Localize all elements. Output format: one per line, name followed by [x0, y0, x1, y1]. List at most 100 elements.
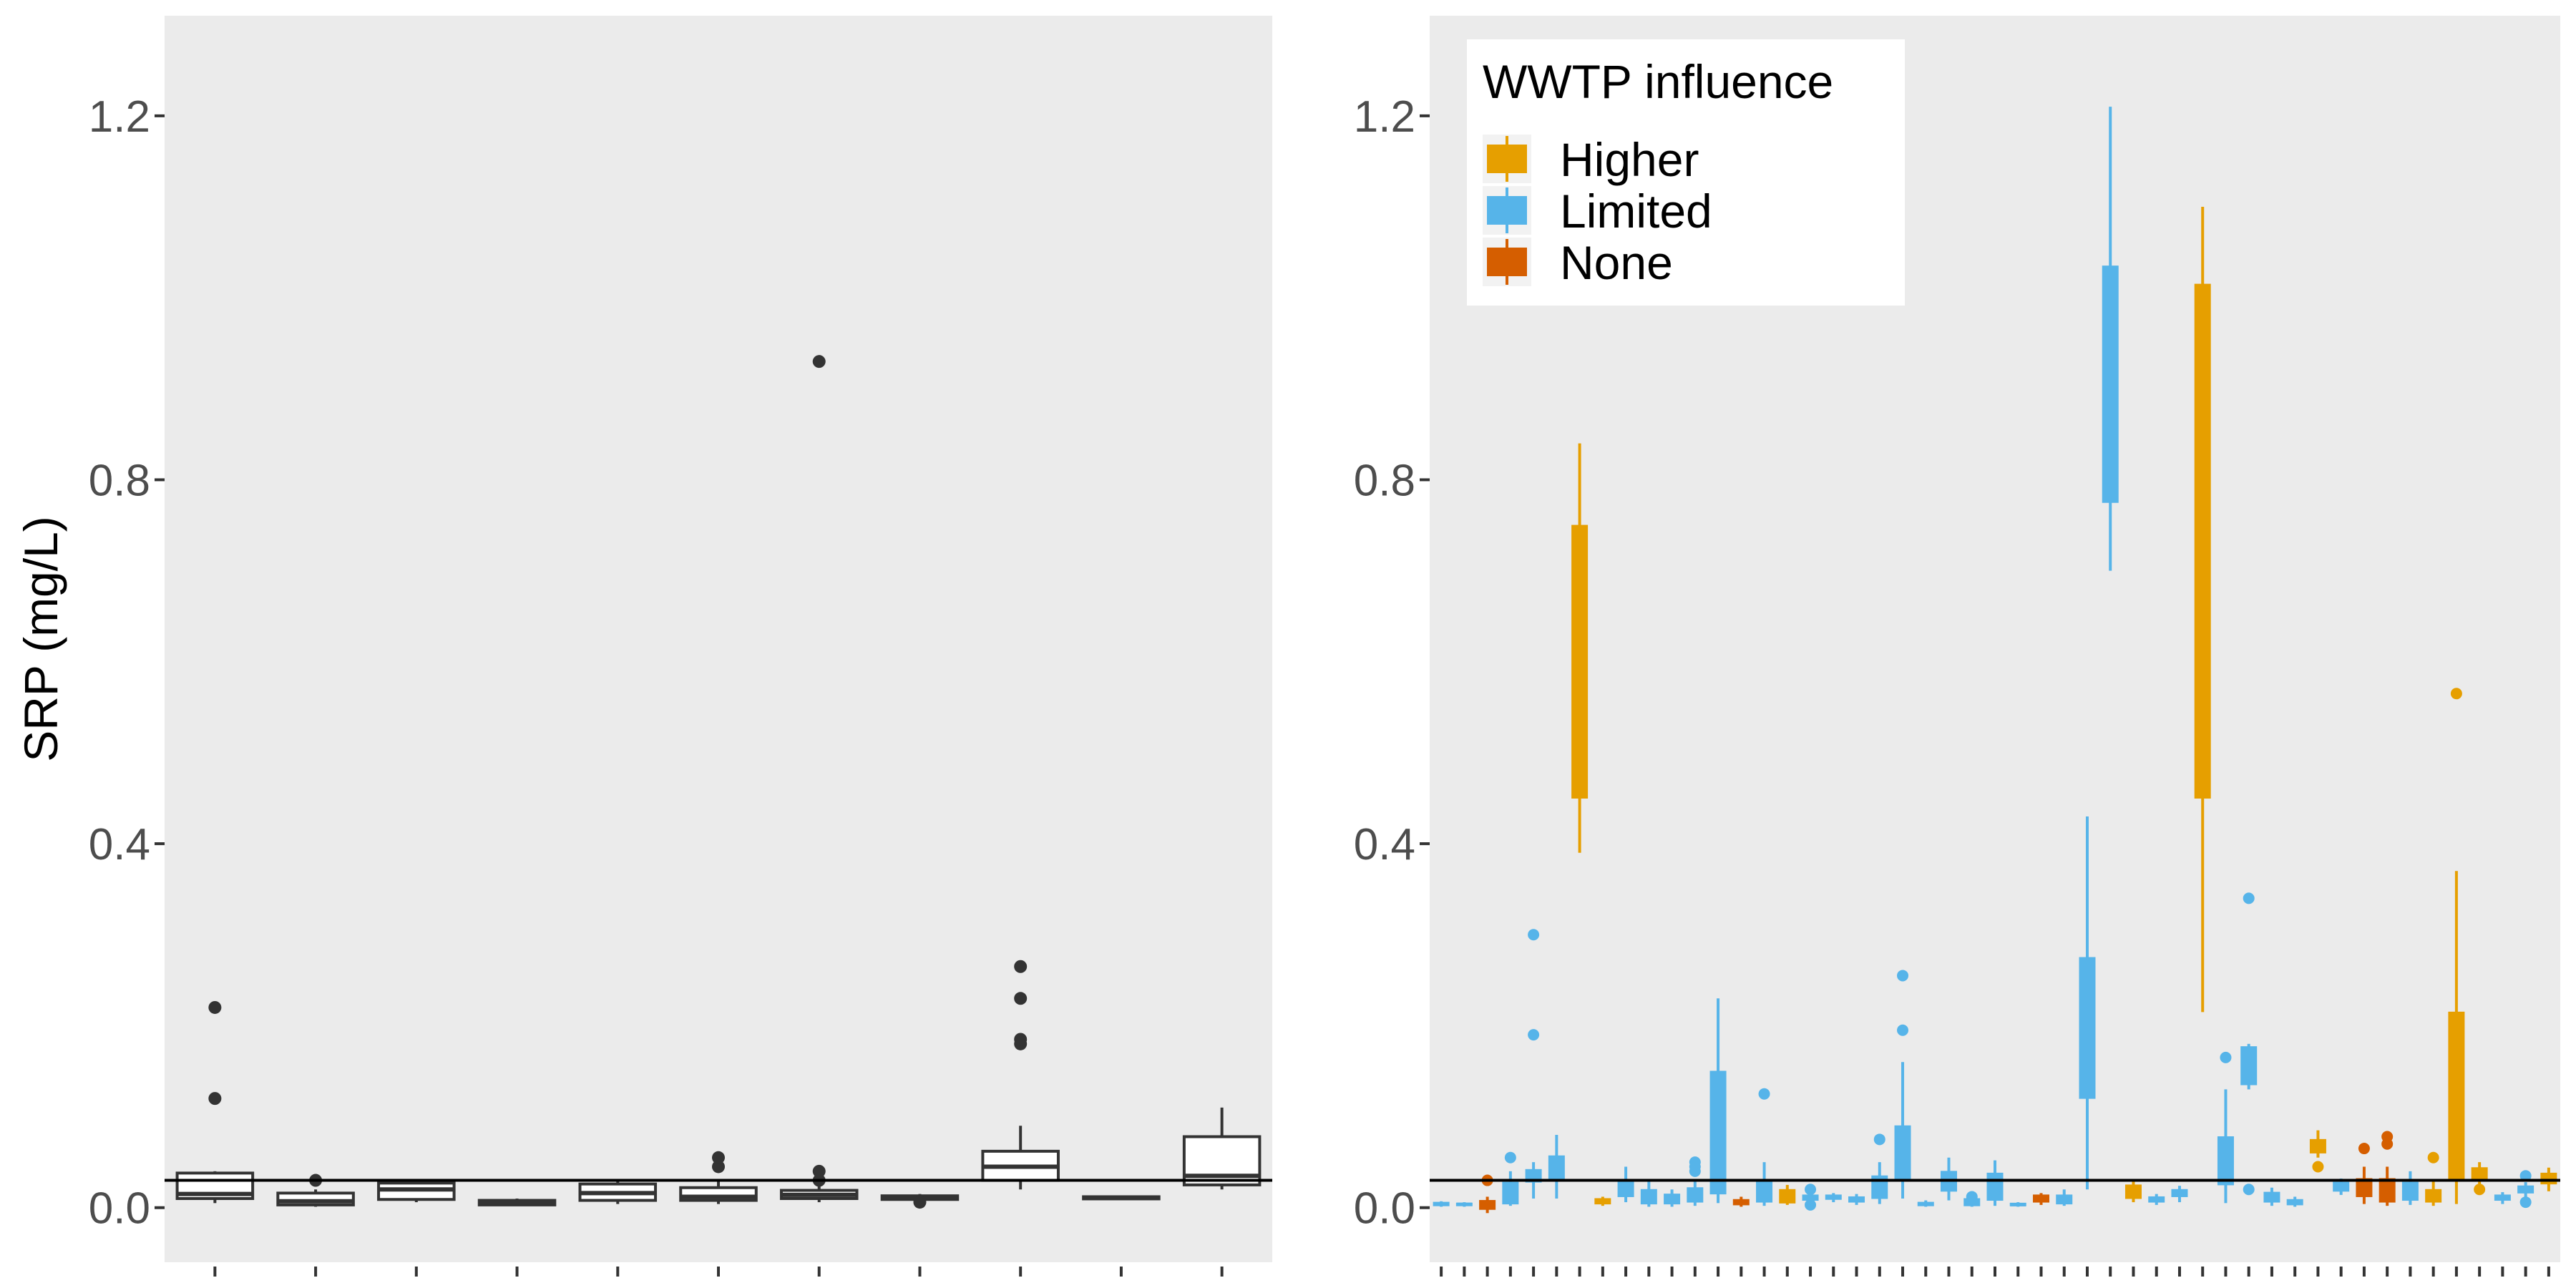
outlier-point: [1014, 1033, 1028, 1046]
legend-key-swatch: [1487, 196, 1527, 225]
box-5: [578, 1180, 658, 1204]
outlier-point: [1805, 1199, 1817, 1211]
box-4: [477, 1198, 557, 1206]
box-27: [2032, 1193, 2049, 1205]
box-48: [2517, 1170, 2534, 1209]
box-43: [2401, 1171, 2419, 1205]
box-36: [2240, 892, 2258, 1196]
legend-key-swatch: [1487, 145, 1527, 173]
box-45: [2448, 688, 2465, 1204]
box-7: [779, 355, 859, 1203]
box-3: [377, 1180, 456, 1203]
box-iqr: [1756, 1180, 1773, 1203]
outlier-point: [1897, 1024, 1909, 1036]
box-33: [2171, 1186, 2188, 1203]
outlier-point: [1758, 1088, 1770, 1100]
legend-label: Higher: [1560, 133, 1699, 186]
box-6: [1548, 1134, 1565, 1199]
outlier-point: [1014, 960, 1028, 973]
box-11: [1664, 1189, 1681, 1207]
legend-entry-limited: Limited: [1483, 185, 1712, 238]
outlier-point: [1014, 992, 1028, 1005]
y-axis-title: SRP (mg/L): [14, 516, 67, 762]
box-1: [175, 1000, 255, 1204]
box-1: [1433, 1201, 1450, 1207]
outlier-point: [2381, 1131, 2394, 1143]
left-panel-background: [165, 16, 1272, 1262]
box-7: [1571, 443, 1589, 853]
outlier-point: [1966, 1191, 1978, 1203]
outlier-point: [2427, 1151, 2439, 1163]
right-x-ticks: [1440, 1267, 2550, 1277]
left-y-axis: 0.0 0.4 0.8 1.2: [89, 92, 165, 1234]
box-14: [1732, 1196, 1750, 1207]
outlier-point: [1689, 1156, 1701, 1169]
outlier-point: [2519, 1196, 2532, 1209]
outlier-point: [712, 1160, 725, 1174]
box-12: [1687, 1156, 1704, 1206]
box-iqr: [2379, 1178, 2396, 1203]
outlier-point: [712, 1151, 725, 1164]
box-35: [2217, 1051, 2234, 1204]
box-8: [880, 1194, 960, 1209]
box-44: [2425, 1151, 2442, 1206]
box-6: [679, 1151, 758, 1204]
outlier-point: [208, 1092, 222, 1106]
outlier-point: [2450, 688, 2462, 700]
outlier-point: [208, 1000, 222, 1014]
legend-entry-higher: Higher: [1483, 133, 1699, 186]
box-11: [1182, 1107, 1262, 1190]
outlier-point: [2243, 892, 2255, 904]
box-9: [981, 960, 1060, 1190]
box-iqr: [2448, 1011, 2465, 1181]
legend-entry-none: None: [1483, 236, 1673, 289]
left-x-ticks: [213, 1267, 1224, 1277]
box-37: [2263, 1187, 2280, 1206]
box-24: [1963, 1191, 1981, 1207]
box-29: [2079, 816, 2096, 1190]
outlier-point: [1805, 1184, 1817, 1196]
legend-label: Limited: [1560, 185, 1712, 238]
outlier-point: [2312, 1161, 2324, 1173]
box-4: [1502, 1151, 1519, 1206]
outlier-point: [1873, 1133, 1885, 1146]
box-10: [1640, 1180, 1657, 1207]
box-iqr: [1709, 1070, 1727, 1195]
y-tick-label: 0.8: [89, 456, 150, 505]
box-21: [1894, 970, 1911, 1199]
box-41: [2356, 1143, 2373, 1204]
outlier-point: [2358, 1143, 2370, 1155]
box-8: [1594, 1196, 1611, 1206]
legend-background: [1467, 39, 1905, 306]
outlier-point: [913, 1196, 927, 1209]
box-16: [1779, 1184, 1796, 1205]
outlier-point: [1897, 970, 1909, 982]
legend-label: None: [1560, 236, 1673, 289]
box-iqr: [1779, 1189, 1796, 1204]
box-31: [2124, 1180, 2142, 1203]
left-boxes: [175, 355, 1262, 1209]
box-10: [1082, 1195, 1161, 1201]
box-22: [1917, 1200, 1934, 1207]
outlier-point: [2519, 1170, 2532, 1182]
box-2: [1455, 1202, 1473, 1207]
box-15: [1756, 1088, 1773, 1206]
box-47: [2494, 1192, 2511, 1204]
box-46: [2471, 1162, 2488, 1196]
box-34: [2194, 207, 2211, 1013]
box-38: [2286, 1196, 2303, 1207]
box-iqr: [2102, 265, 2119, 503]
outlier-point: [1528, 1029, 1540, 1041]
y-tick-label: 1.2: [89, 92, 150, 142]
box-42: [2379, 1131, 2396, 1206]
y-tick-label: 1.2: [1354, 92, 1415, 142]
y-tick-label: 0.4: [1354, 820, 1415, 869]
right-y-axis: 0.0 0.4 0.8 1.2: [1354, 92, 1430, 1234]
outlier-point: [2220, 1051, 2232, 1063]
box-32: [2148, 1194, 2165, 1205]
legend-key-swatch: [1487, 248, 1527, 276]
box-17: [1802, 1184, 1819, 1211]
outlier-point: [812, 355, 826, 369]
box-iqr: [2194, 283, 2211, 799]
